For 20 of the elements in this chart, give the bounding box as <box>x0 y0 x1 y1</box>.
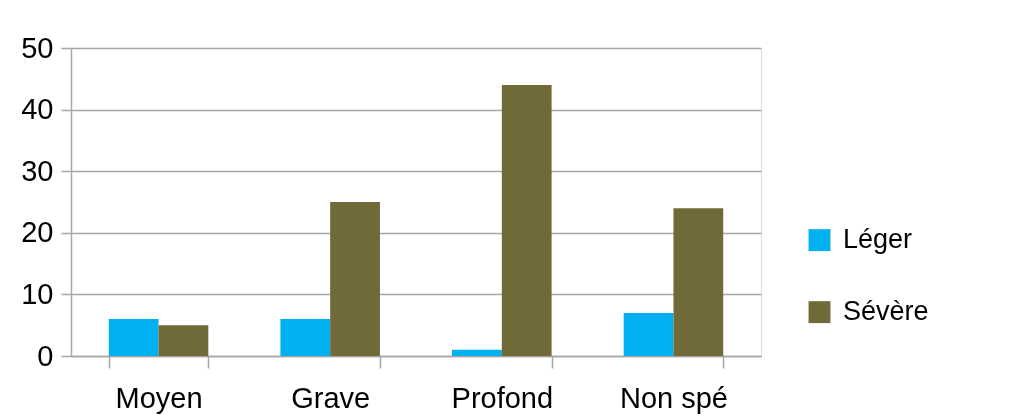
bar <box>623 312 674 356</box>
x-tick-label: Profond <box>451 381 554 414</box>
bar <box>452 349 502 356</box>
legend-label: Léger <box>843 224 913 255</box>
x-tick-label: Non spé <box>619 381 728 414</box>
bar <box>330 202 380 356</box>
bar <box>673 208 724 356</box>
legend-label: Sévère <box>843 296 929 327</box>
y-tick-label: 40 <box>21 93 54 126</box>
x-tick-label: Grave <box>291 381 371 414</box>
bar <box>280 319 331 356</box>
y-tick-label: 0 <box>37 339 54 372</box>
bar <box>108 319 159 356</box>
y-tick-label: 10 <box>21 277 54 310</box>
y-tick-label: 20 <box>21 216 54 249</box>
bar <box>501 84 552 356</box>
x-tick-label: Moyen <box>115 381 203 414</box>
y-tick-label: 50 <box>21 31 54 64</box>
bar <box>158 325 209 356</box>
y-tick-label: 30 <box>21 154 54 187</box>
